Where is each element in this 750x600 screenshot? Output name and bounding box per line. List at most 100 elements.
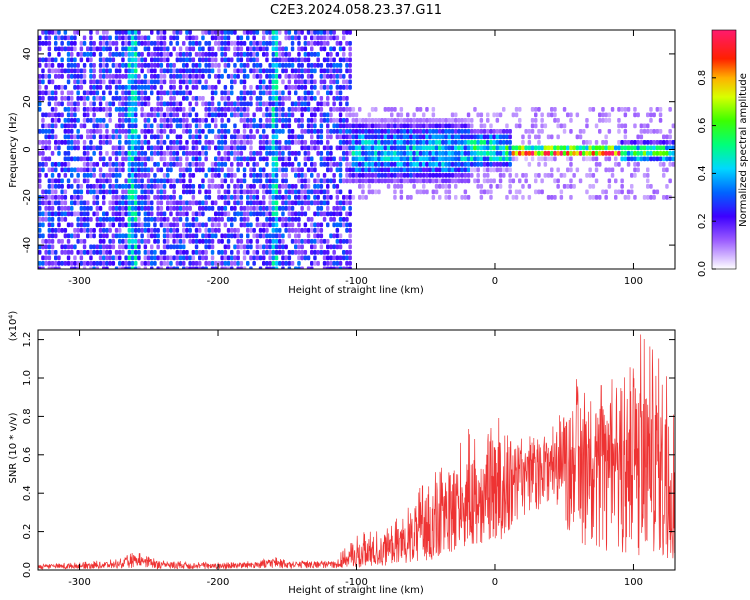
heatmap-cell — [50, 261, 55, 266]
heatmap-cell — [127, 145, 132, 151]
heatmap-cell — [393, 107, 397, 112]
heatmap-cell — [146, 211, 151, 217]
heatmap-cell — [166, 134, 170, 140]
heatmap-cell — [252, 167, 256, 173]
heatmap-cell — [137, 140, 141, 145]
heatmap-cell — [172, 255, 176, 261]
heatmap-cell — [73, 261, 77, 266]
heatmap-cell — [246, 30, 250, 35]
heatmap-cell — [652, 140, 656, 145]
heatmap-cell — [553, 118, 557, 123]
heatmap-cell — [86, 129, 90, 134]
heatmap-cell — [562, 173, 567, 178]
heatmap-cell — [108, 35, 112, 41]
heatmap-cell — [201, 162, 205, 167]
heatmap-cell — [162, 30, 167, 35]
heatmap-cell — [98, 217, 103, 222]
heatmap-cell — [70, 74, 74, 79]
heatmap-cell — [140, 239, 144, 244]
heatmap-cell — [169, 167, 173, 173]
heatmap-cell — [297, 96, 301, 101]
heatmap-cell — [300, 189, 304, 195]
heatmap-cell — [431, 112, 436, 118]
heatmap-cell — [89, 189, 93, 195]
heatmap-cell — [102, 90, 106, 96]
heatmap-cell — [50, 200, 55, 206]
heatmap-cell — [447, 173, 452, 178]
heatmap-cell — [102, 123, 106, 129]
heatmap-cell — [380, 118, 384, 123]
heatmap-cell — [217, 250, 221, 255]
heatmap-cell — [108, 261, 112, 266]
heatmap-cell — [156, 101, 160, 107]
heatmap-cell — [290, 211, 295, 217]
heatmap-cell — [524, 145, 528, 151]
heatmap-cell — [281, 46, 285, 52]
heatmap-cell — [479, 184, 484, 189]
heatmap-cell — [271, 74, 276, 79]
heatmap-cell — [434, 184, 439, 189]
heatmap-cell — [450, 151, 455, 156]
heatmap-cell — [428, 123, 432, 129]
heatmap-cell — [143, 189, 148, 195]
heatmap-cell — [300, 79, 304, 85]
heatmap-cell — [220, 30, 224, 35]
heatmap-cell — [41, 79, 45, 85]
heatmap-cell — [646, 151, 650, 156]
heatmap-cell — [175, 228, 180, 233]
heatmap-cell — [230, 233, 234, 239]
heatmap-cell — [236, 107, 240, 112]
heatmap-cell — [92, 167, 96, 173]
heatmap-cell — [633, 162, 637, 167]
heatmap-cell — [281, 52, 285, 57]
heatmap-cell — [434, 167, 439, 173]
heatmap-cell — [223, 211, 228, 217]
heatmap-cell — [294, 57, 298, 63]
heatmap-cell — [470, 162, 474, 167]
heatmap-cell — [329, 167, 333, 173]
heatmap-cell — [210, 261, 215, 266]
heatmap-cell — [223, 200, 228, 206]
heatmap-cell — [223, 46, 228, 52]
heatmap-cell — [153, 118, 157, 123]
heatmap-cell — [226, 239, 231, 244]
heatmap-cell — [127, 184, 132, 189]
heatmap-cell — [210, 250, 215, 255]
heatmap-cell — [457, 156, 461, 162]
heatmap-cell — [134, 173, 138, 178]
heatmap-cell — [108, 255, 112, 261]
heatmap-cell — [332, 250, 336, 255]
heatmap-cell — [255, 52, 260, 57]
heatmap-cell — [146, 189, 151, 195]
heatmap-cell — [204, 57, 208, 63]
heatmap-cell — [377, 189, 381, 195]
heatmap-cell — [127, 140, 132, 145]
heatmap-cell — [76, 250, 80, 255]
heatmap-cell — [482, 178, 487, 184]
heatmap-cell — [153, 85, 157, 90]
heatmap-cell — [294, 167, 298, 173]
heatmap-cell — [150, 112, 154, 118]
heatmap-cell — [297, 173, 301, 178]
heatmap-cell — [214, 74, 218, 79]
heatmap-cell — [140, 140, 144, 145]
heatmap-cell — [393, 189, 397, 195]
heatmap-cell — [505, 151, 509, 156]
heatmap-cell — [255, 162, 260, 167]
heatmap-cell — [108, 74, 112, 79]
heatmap-cell — [335, 35, 340, 41]
heatmap-cell — [166, 167, 170, 173]
x-tick-label: 100 — [624, 577, 643, 588]
heatmap-cell — [332, 233, 336, 239]
heatmap-cell — [98, 68, 103, 74]
heatmap-cell — [377, 151, 381, 156]
heatmap-cell — [639, 140, 644, 145]
heatmap-cell — [358, 156, 362, 162]
heatmap-cell — [114, 145, 119, 151]
heatmap-cell — [326, 74, 330, 79]
heatmap-cell — [457, 140, 461, 145]
heatmap-cell — [326, 195, 330, 200]
heatmap-cell — [297, 178, 301, 184]
heatmap-cell — [255, 96, 260, 101]
heatmap-cell — [662, 162, 666, 167]
